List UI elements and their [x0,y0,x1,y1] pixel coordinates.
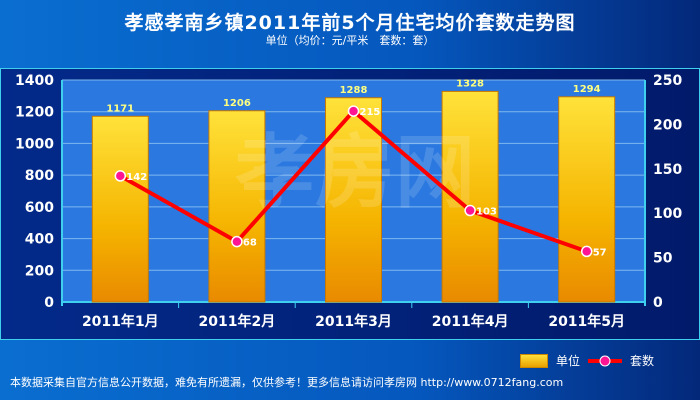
bar-value-label: 1171 [106,103,134,114]
line-value-label: 215 [360,107,381,118]
line-value-label: 68 [243,238,257,249]
line-point [347,105,360,117]
bar-value-label: 1288 [340,85,368,96]
x-tick-label: 2011年1月 [82,313,159,330]
legend-bar-label: 单位 [556,354,581,368]
chart-subtitle: 单位（均价：元/平米 套数：套） [265,34,435,47]
line-point [580,245,593,258]
y-right-tick-label: 150 [653,162,682,178]
y-left-tick-label: 800 [25,168,54,184]
y-left-tick-label: 1000 [15,136,54,152]
bar-value-label: 1328 [456,78,484,89]
line-value-label: 57 [593,247,607,258]
line-point [464,204,476,217]
y-left-tick-label: 1200 [15,105,54,121]
x-tick-label: 2011年4月 [432,313,509,330]
y-right-tick-label: 50 [653,251,673,267]
bar [208,110,266,303]
legend-bar-swatch [520,353,548,368]
bar [91,115,149,303]
bar-value-label: 1206 [223,98,251,109]
y-left-tick-label: 600 [25,200,54,216]
bar-value-label: 1294 [573,84,601,95]
line-value-label: 142 [126,172,147,183]
y-right-tick-label: 0 [653,295,663,311]
y-left-tick-label: 1400 [15,73,54,89]
line-point [231,235,243,248]
x-tick-label: 2011年3月 [315,313,392,330]
y-right-tick-label: 200 [653,117,682,133]
y-left-tick-label: 200 [25,263,54,279]
watermark: 孝房网 [235,126,475,219]
line-value-label: 103 [476,207,497,218]
bar [558,96,616,303]
footer-note: 本数据采集自官方信息公开数据，难免有所遗漏，仅供参考！更多信息请访问孝房网 ht… [10,376,564,389]
legend: 单位 套数 [520,352,654,369]
legend-line-label: 套数 [630,354,655,368]
line-point [114,170,127,182]
x-tick-label: 2011年2月 [199,313,276,330]
y-right-tick-label: 100 [653,206,682,222]
chart-title: 孝感孝南乡镇2011年前5个月住宅均价套数走势图 [124,12,576,34]
y-left-tick-label: 400 [25,232,54,248]
legend-line-swatch [588,355,623,366]
x-tick-label: 2011年5月 [548,313,625,330]
y-left-tick-label: 0 [44,295,54,311]
y-right-tick-label: 250 [653,73,682,89]
